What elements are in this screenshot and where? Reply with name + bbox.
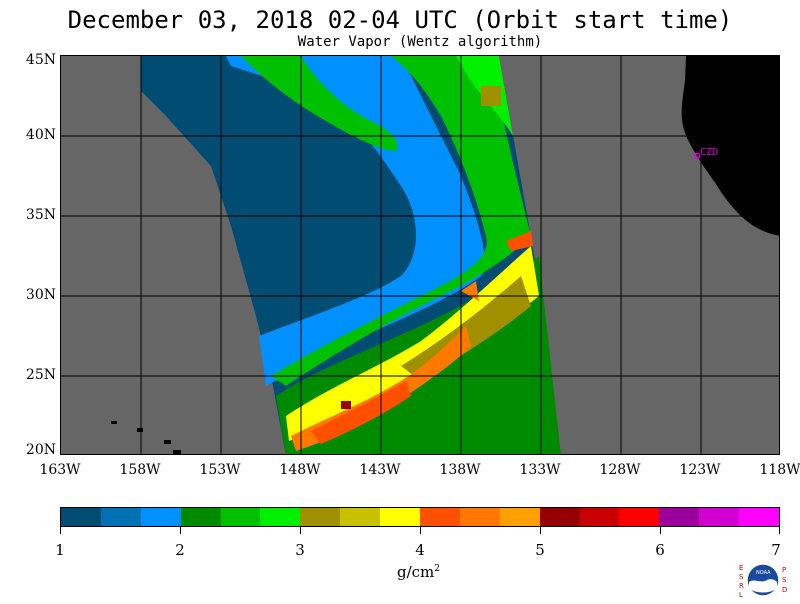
- colorbar-tick: [540, 527, 541, 534]
- lat-label: 20N: [25, 442, 56, 458]
- colorbar-tick: [660, 527, 661, 534]
- colorbar-tick: [60, 527, 61, 534]
- colorbar-swatch: [180, 508, 221, 526]
- units-superscript: 2: [434, 564, 441, 574]
- colorbar-swatch: [539, 508, 580, 526]
- color-scale-bar: [60, 507, 780, 527]
- lon-label: 133W: [519, 462, 561, 478]
- hawaii-islands: [111, 421, 181, 454]
- colorbar-tick: [300, 527, 301, 534]
- colorbar-swatch: [459, 508, 500, 526]
- lon-label: 148W: [279, 462, 321, 478]
- svg-text:L: L: [739, 591, 743, 599]
- noaa-logo-text: NOAA: [756, 570, 771, 576]
- colorbar-units: g/cm2: [397, 563, 440, 581]
- colorbar-swatch: [260, 508, 301, 526]
- lat-label: 25N: [25, 367, 56, 383]
- svg-text:D: D: [782, 586, 787, 594]
- colorbar-swatch: [220, 508, 261, 526]
- satellite-swath: [141, 56, 561, 454]
- colorbar-label: 3: [295, 541, 305, 559]
- colorbar-swatch: [699, 508, 740, 526]
- graticule: [61, 56, 779, 454]
- colorbar-swatch: [300, 508, 341, 526]
- lat-label: 45N: [25, 52, 56, 68]
- colorbar-swatch: [420, 508, 460, 526]
- colorbar-swatch: [499, 508, 540, 526]
- colorbar-swatch: [579, 508, 620, 526]
- noaa-logo: E S R L P S D NOAA: [735, 558, 791, 600]
- lat-label: 30N: [25, 287, 56, 303]
- lon-label: 158W: [119, 462, 161, 478]
- colorbar-label: 4: [415, 541, 425, 559]
- city-label: CZD: [700, 147, 719, 158]
- colorbar-label: 7: [771, 541, 781, 559]
- colorbar-swatch: [659, 508, 700, 526]
- lon-label: 138W: [439, 462, 481, 478]
- colorbar-swatch: [340, 508, 381, 526]
- lon-label: 163W: [39, 462, 81, 478]
- colorbar-label: 6: [655, 541, 665, 559]
- lon-label: 118W: [759, 462, 800, 478]
- colorbar-swatch: [61, 508, 101, 526]
- svg-text:S: S: [782, 576, 787, 584]
- colorbar-tick: [779, 527, 780, 534]
- lon-label: 123W: [679, 462, 721, 478]
- colorbar-swatch: [100, 508, 141, 526]
- units-text: g/cm: [397, 563, 435, 581]
- map-svg: [61, 56, 779, 454]
- lat-label: 40N: [25, 127, 56, 143]
- colorbar-label: 2: [175, 541, 185, 559]
- page-title: December 03, 2018 02-04 UTC (Orbit start…: [67, 6, 733, 34]
- svg-text:E: E: [739, 564, 743, 572]
- colorbar-label: 1: [55, 541, 65, 559]
- svg-text:P: P: [782, 566, 786, 574]
- colorbar-swatch: [380, 508, 421, 526]
- lon-label: 153W: [199, 462, 241, 478]
- colorbar-swatch: [619, 508, 660, 526]
- lon-label: 128W: [599, 462, 641, 478]
- svg-text:R: R: [739, 582, 744, 590]
- water-vapor-map: [60, 55, 780, 455]
- land-mass: [681, 56, 779, 236]
- svg-text:S: S: [739, 573, 744, 581]
- lon-label: 143W: [359, 462, 401, 478]
- colorbar-tick: [420, 527, 421, 534]
- lat-label: 35N: [25, 207, 56, 223]
- colorbar-swatch: [140, 508, 181, 526]
- city-marker: [693, 152, 701, 160]
- colorbar-swatch: [739, 508, 780, 526]
- page-subtitle: Water Vapor (Wentz algorithm): [297, 34, 543, 50]
- colorbar-tick: [180, 527, 181, 534]
- colorbar-label: 5: [535, 541, 545, 559]
